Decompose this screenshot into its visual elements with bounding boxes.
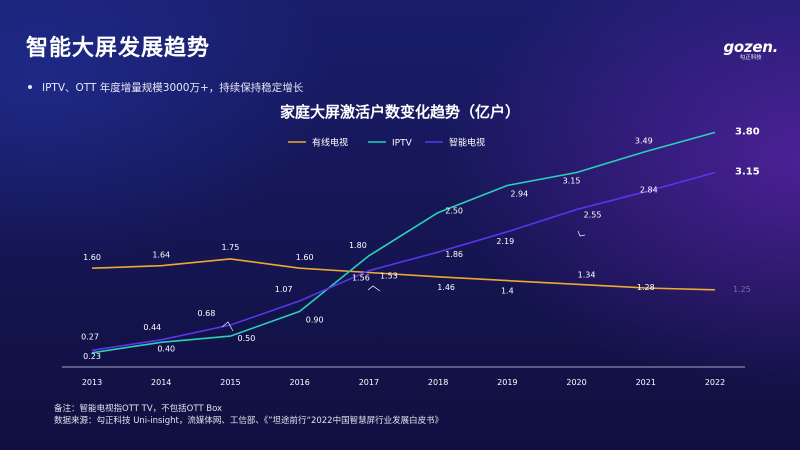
data-label-s1-3: 0.90 [306, 315, 324, 324]
logo-wordmark: gozen. [723, 38, 778, 56]
series-line-2 [91, 171, 716, 352]
data-label-s0-5: 1.46 [437, 283, 455, 292]
data-label-s2-0: 0.27 [81, 332, 99, 341]
data-label-s1-7: 3.15 [563, 176, 581, 185]
legend-label-2: 智能电视 [449, 137, 485, 149]
data-label-s2-6: 2.19 [496, 237, 514, 246]
summary-text: IPTV、OTT 年度增量规模3000万+，持续保持稳定增长 [42, 82, 304, 94]
data-label-s2-8: 2.84 [640, 186, 658, 195]
data-label-s2-5: 1.86 [445, 250, 463, 259]
data-label-s0-7: 1.34 [578, 270, 596, 279]
x-tick-label-2019: 2019 [497, 378, 517, 387]
series-line-0 [91, 258, 716, 291]
x-tick-label-2022: 2022 [705, 378, 725, 387]
data-label-s2-3: 1.07 [275, 285, 293, 294]
footnote-note: 备注：智能电视指OTT TV，不包括OTT Box [54, 404, 223, 414]
x-tick-label-2018: 2018 [428, 378, 448, 387]
summary-bullet: IPTV、OTT 年度增量规模3000万+，持续保持稳定增长 [28, 80, 303, 95]
x-tick-label-2021: 2021 [636, 378, 656, 387]
data-label-s2-1: 0.44 [143, 323, 161, 332]
data-label-s0-6: 1.4 [501, 287, 514, 296]
data-label-s2-9: 3.15 [735, 166, 760, 177]
brand-logo: gozen. 勾正科技 [723, 40, 778, 62]
callout-leader-2020 [577, 230, 586, 237]
x-tick-label-2017: 2017 [359, 378, 379, 387]
data-label-s1-4: 1.80 [349, 241, 367, 250]
callout-leader-2017 [367, 285, 381, 292]
data-label-s0-9: 1.25 [733, 285, 751, 294]
data-label-s0-2: 1.75 [222, 243, 240, 252]
bullet-dot-icon [28, 85, 32, 89]
data-label-s0-0: 1.60 [83, 253, 101, 262]
data-label-s2-2: 0.68 [198, 309, 216, 318]
data-label-s0-1: 1.64 [152, 251, 170, 260]
data-label-s2-4: 1.56 [352, 274, 370, 283]
data-label-s0-3: 1.60 [296, 253, 314, 262]
x-tick-label-2020: 2020 [566, 378, 586, 387]
data-label-s1-1: 0.40 [157, 344, 175, 353]
callout-leader-2015 [221, 321, 234, 332]
x-tick-label-2016: 2016 [289, 378, 309, 387]
x-tick-label-2013: 2013 [82, 378, 102, 387]
page-title: 智能大屏发展趋势 [26, 36, 211, 61]
data-label-s1-5: 2.50 [445, 207, 463, 216]
data-label-s1-2: 0.50 [238, 334, 256, 343]
legend-label-1: IPTV [392, 139, 413, 149]
data-label-s1-9: 3.80 [735, 126, 760, 137]
data-label-s0-4: 1.53 [380, 272, 398, 281]
x-tick-label-2014: 2014 [151, 378, 171, 387]
legend-label-0: 有线电视 [312, 137, 348, 149]
data-label-s2-7: 2.55 [584, 211, 602, 220]
data-label-s0-8: 1.28 [637, 283, 655, 292]
x-tick-label-2015: 2015 [220, 378, 240, 387]
data-label-s1-8: 3.49 [635, 136, 653, 145]
chart-title: 家庭大屏激活户数变化趋势（亿户） [279, 103, 520, 121]
series-line-1 [91, 131, 716, 354]
footnote-source: 数据来源：勾正科技 Uni-insight，流媒体网、工信部、《”坦途前行“20… [54, 416, 444, 426]
logo-subtitle: 勾正科技 [739, 55, 762, 61]
data-label-s1-6: 2.94 [510, 189, 528, 198]
data-label-s1-0: 0.23 [83, 352, 101, 361]
